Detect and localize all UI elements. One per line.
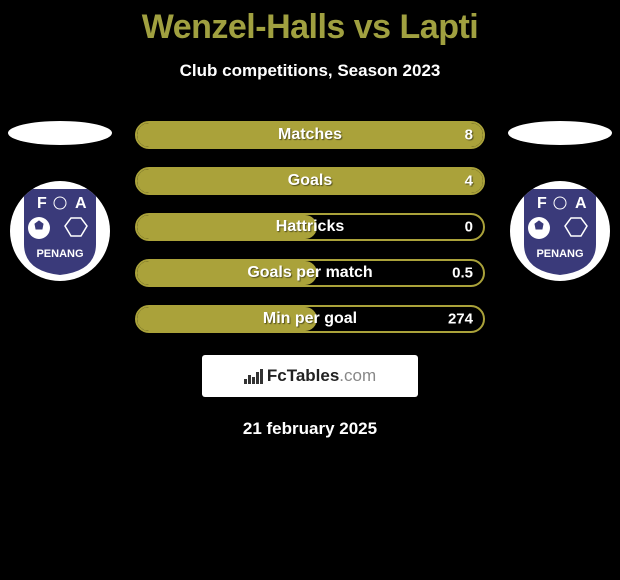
shield-icon: F A PENANG [519, 184, 601, 278]
stat-right-value: 274 [448, 311, 473, 328]
stats-bars: Matches 8 Goals 4 Hattricks 0 Goals per match 0… [135, 121, 485, 333]
left-player-ellipse [8, 121, 112, 145]
stat-bar: Goals 4 [135, 167, 485, 195]
stat-right-value: 0 [465, 219, 473, 236]
svg-text:PENANG: PENANG [536, 248, 583, 260]
stat-right-value: 0.5 [452, 265, 473, 282]
stat-bar: Hattricks 0 [135, 213, 485, 241]
stat-label: Hattricks [276, 218, 344, 236]
stat-right-value: 8 [465, 127, 473, 144]
right-team-column: F A PENANG [505, 121, 615, 281]
right-player-ellipse [508, 121, 612, 145]
stat-right-value: 4 [465, 173, 473, 190]
date-line: 21 february 2025 [0, 419, 620, 439]
page-title: Wenzel-Halls vs Lapti [0, 0, 620, 47]
comparison-card: Wenzel-Halls vs Lapti Club competitions,… [0, 0, 620, 439]
left-club-badge: F A PENANG [10, 181, 110, 281]
brand-text: FcTables.com [267, 366, 376, 386]
svg-text:F: F [37, 195, 47, 212]
stat-bar: Goals per match 0.5 [135, 259, 485, 287]
brand-box[interactable]: FcTables.com [202, 355, 418, 397]
stat-bar: Min per goal 274 [135, 305, 485, 333]
stat-label: Min per goal [263, 310, 357, 328]
stat-label: Goals per match [247, 264, 372, 282]
main-row: F A PENANG Matches 8 Goals 4 Hattricks 0 Goals… [0, 121, 620, 333]
shield-icon: F A PENANG [19, 184, 101, 278]
svg-text:F: F [537, 195, 547, 212]
barchart-icon [244, 368, 263, 384]
left-team-column: F A PENANG [5, 121, 115, 281]
brand-strong: FcTables [267, 366, 339, 385]
svg-text:PENANG: PENANG [36, 248, 83, 260]
right-club-badge: F A PENANG [510, 181, 610, 281]
stat-bar: Matches 8 [135, 121, 485, 149]
stat-label: Goals [288, 172, 332, 190]
brand-light: .com [339, 366, 376, 385]
svg-text:A: A [575, 195, 587, 212]
stat-label: Matches [278, 126, 342, 144]
svg-text:A: A [75, 195, 87, 212]
page-subtitle: Club competitions, Season 2023 [0, 61, 620, 81]
